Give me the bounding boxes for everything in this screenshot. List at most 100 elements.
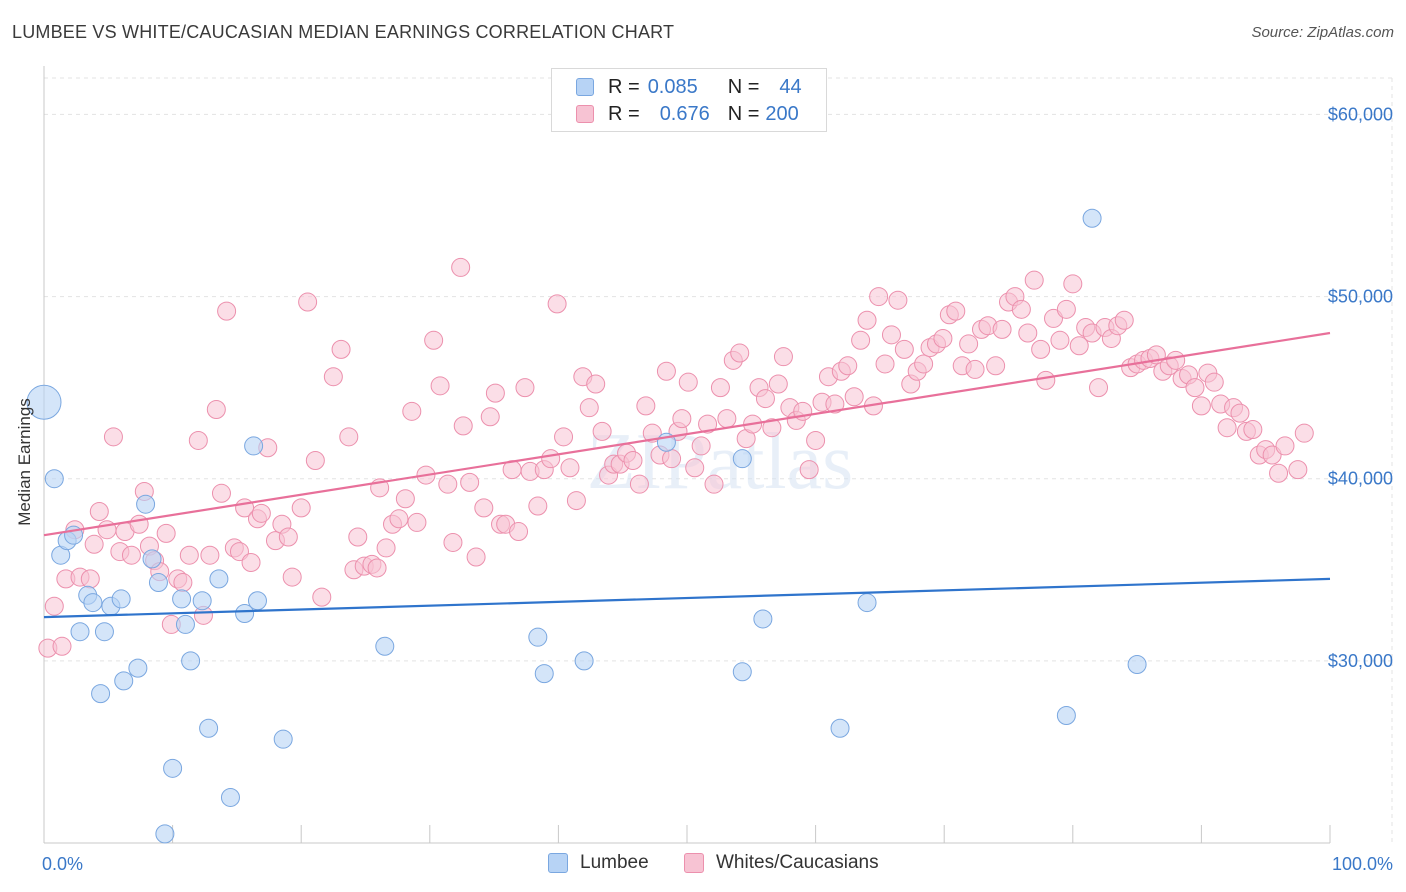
whites-point [80,569,100,589]
whites-point [1056,299,1076,319]
whites-point [480,407,500,427]
lumbee-point [1127,655,1147,674]
y-tick-label: $60,000 [1328,104,1393,124]
whites-point [348,527,368,547]
whites-point [278,527,298,547]
whites-point [894,339,914,359]
r-label: R = [608,75,640,98]
n-label: N = [727,102,760,125]
source-credit: Source: ZipAtlas.com [1251,24,1394,41]
whites-point [717,409,737,429]
lumbee-point [574,651,594,671]
whites-point [156,523,176,543]
whites-point [762,418,782,438]
x-tick-labels: 0.0% 100.0% [42,854,1393,874]
whites-point [592,421,612,441]
whites-point [251,503,271,523]
lumbee-point [199,718,219,738]
whites-point [323,367,343,387]
whites-point [1044,308,1064,328]
y-tick-labels: $30,000 $40,000 $50,000 $60,000 [1328,104,1393,670]
stats-legend: R = 0.085 N = 44 R = 0.676 N = 200 [551,68,827,132]
legend-row-whites: R = 0.676 N = 200 [552,101,799,127]
lumbee-legend-swatch [548,853,568,873]
whites-point [407,512,427,532]
whites-point [376,538,396,558]
y-tick-label: $50,000 [1328,287,1393,307]
lumbee-point [244,436,264,456]
lumbee-swatch [576,78,594,96]
whites-point [312,587,332,607]
whites-point [1069,336,1089,356]
x-tick-label: 0.0% [42,854,83,874]
whites-point [1063,274,1083,294]
lumbee-point [136,494,156,514]
whites-point [528,496,548,516]
whites-point [1036,370,1056,390]
lumbee-points [26,208,1147,844]
whites-point [730,343,750,363]
lumbee-point [114,671,134,691]
lumbee-point [528,627,548,647]
whites-point [1269,463,1289,483]
whites-point [768,374,788,394]
whites-swatch [576,105,594,123]
whites-point [838,356,858,376]
lumbee-point [1056,706,1076,725]
whites-point [844,387,864,407]
lumbee-point [142,549,162,569]
whites-point [554,427,574,447]
whites-point [1243,420,1263,440]
lumbee-point [83,593,103,613]
lumbee-point [26,384,62,420]
whites-point [986,356,1006,376]
lumbee-point [235,604,255,623]
whites-point [460,472,480,492]
lumbee-trend-line [43,577,1331,619]
whites-point [44,596,64,616]
whites-point [430,376,450,396]
r-value: 0.085 [647,75,698,98]
whites-point [914,354,934,374]
whites-point [451,257,471,277]
whites-point [402,401,422,421]
whites-point [946,301,966,321]
whites-point [704,474,724,494]
whites-point [515,378,535,398]
whites-point [367,558,387,578]
lumbee-point [181,651,201,671]
whites-point [1217,418,1237,438]
lumbee-point [148,573,168,593]
lumbee-point [732,662,752,682]
whites-legend-label: Whites/Caucasians [716,852,879,873]
whites-point [331,339,351,359]
n-value: 44 [779,75,802,98]
whites-point [339,427,359,447]
lumbee-point [753,609,773,629]
whites-point [438,474,458,494]
whites-point [1185,378,1205,398]
whites-point [691,436,711,456]
whites-point [1191,396,1211,416]
whites-point [1275,436,1295,456]
lumbee-point [534,664,554,684]
whites-point [547,294,567,314]
whites-point [566,491,586,511]
whites-point [453,416,473,436]
whites-point [586,374,606,394]
whites-point [1288,460,1308,480]
axes [43,66,1331,844]
whites-point [875,354,895,374]
whites-point [121,545,141,565]
whites-point [755,389,775,409]
lumbee-point [857,593,877,613]
whites-point [773,347,793,367]
whites-point [229,542,249,562]
whites-point [52,636,72,656]
lumbee-point [192,591,212,611]
lumbee-point [732,449,752,469]
lumbee-point [175,614,195,634]
whites-point [965,359,985,379]
whites-point [200,545,220,565]
y-axis-label: Median Earnings [15,398,34,526]
